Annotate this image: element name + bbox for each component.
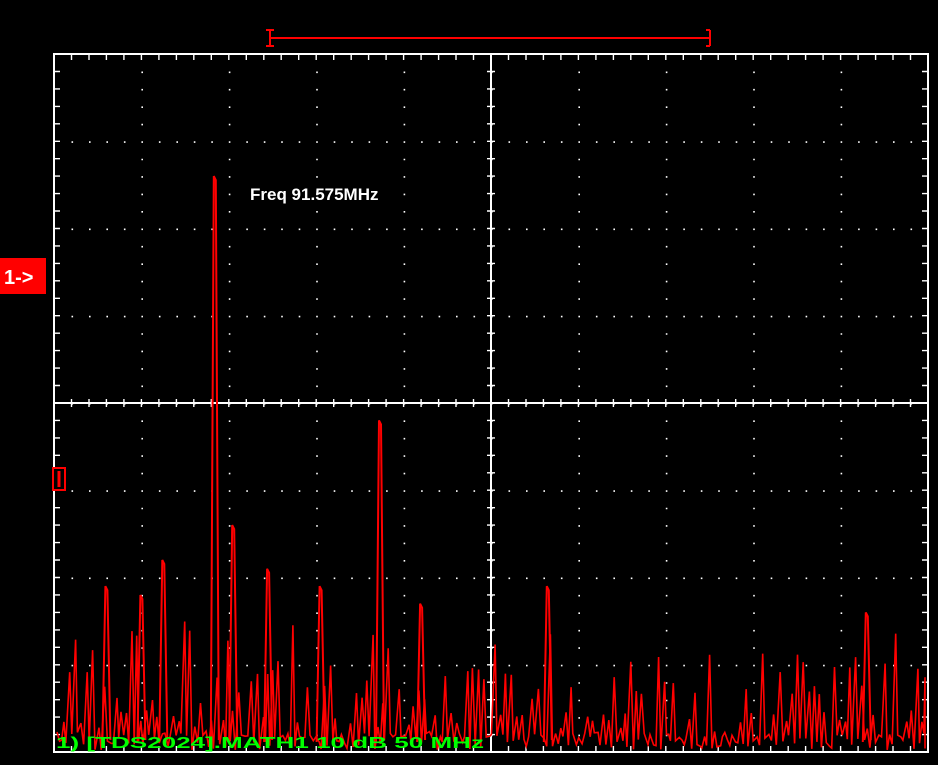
spectrum-peak-5: [263, 568, 274, 743]
spectrum-peak-6: [101, 585, 112, 743]
spectrum-peaks: [101, 175, 872, 743]
noise-floor-trace: [56, 621, 926, 752]
channel-marker[interactable]: 1->: [0, 258, 46, 294]
graticule-ticks: [53, 53, 929, 753]
spectrum-trace: [56, 621, 926, 752]
spectrum-peak-3: [228, 524, 239, 743]
horizontal-position-indicator[interactable]: [266, 29, 711, 47]
trigger-level-marker[interactable]: [52, 467, 66, 491]
spectrum-peak-4: [158, 559, 169, 743]
spectrum-peak-10: [416, 603, 427, 743]
spectrum-peak-11: [861, 611, 872, 743]
graticule: [53, 53, 929, 753]
channel-marker-label: 1->: [4, 267, 33, 289]
frequency-measurement: Freq 91.575MHz: [250, 185, 379, 204]
spectrum-peak-1: [209, 175, 220, 743]
spectrum-peak-2: [375, 419, 385, 743]
spectrum-peak-8: [542, 585, 553, 743]
spectrum-peak-9: [136, 594, 147, 743]
channel-marker-box: [0, 258, 46, 294]
status-line: 1) [TDS2024].MATH1 10 dB 50 MHz: [56, 735, 484, 752]
spectrum-peak-7: [315, 585, 326, 743]
